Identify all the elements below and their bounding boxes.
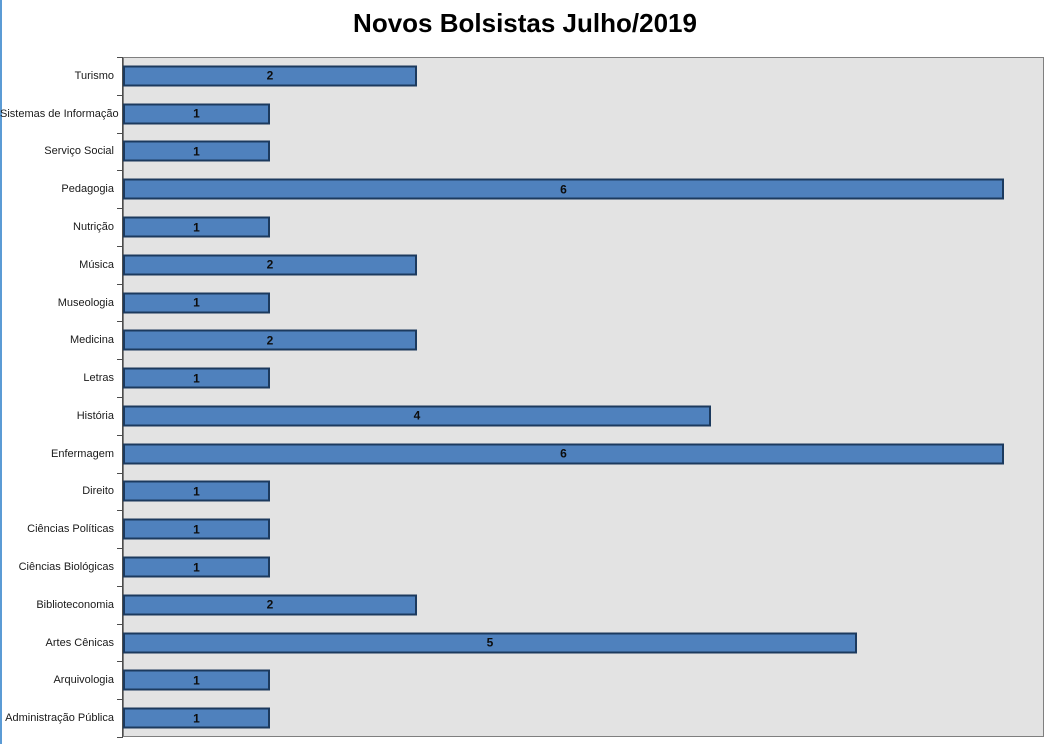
category-label: Museologia (57, 296, 114, 309)
category-label: Sistemas de Informação (0, 107, 119, 120)
bar-value-label: 1 (193, 220, 200, 235)
axis-tick (117, 737, 123, 738)
chart-row: Pedagogia 6 (0, 170, 1044, 208)
chart-row: Administração Pública 1 (0, 699, 1044, 737)
bar-value-label: 1 (193, 560, 200, 575)
axis-tick (117, 548, 123, 549)
bar: 5 (123, 632, 857, 654)
chart-row: Arquivologia 1 (0, 662, 1044, 700)
bar: 2 (123, 594, 417, 616)
category-label: Arquivologia (53, 674, 114, 687)
bar: 6 (123, 178, 1004, 200)
chart-row: História 4 (0, 397, 1044, 435)
chart-row: Enfermagem 6 (0, 435, 1044, 473)
axis-tick (117, 624, 123, 625)
bar: 1 (123, 518, 270, 540)
bar: 1 (123, 480, 270, 502)
axis-tick (117, 586, 123, 587)
chart-row: Museologia 1 (0, 284, 1044, 322)
chart-row: Turismo 2 (0, 57, 1044, 95)
bar-value-label: 6 (560, 446, 567, 461)
category-label: Serviço Social (44, 145, 114, 158)
bar-value-label: 2 (266, 333, 274, 348)
axis-tick (117, 170, 123, 171)
bar: 6 (123, 443, 1004, 465)
bar-value-label: 1 (193, 711, 200, 726)
category-label: Biblioteconomia (36, 598, 114, 611)
category-label: Ciências Biológicas (18, 561, 114, 574)
category-label: Pedagogia (61, 183, 114, 196)
chart-row: Ciências Políticas 1 (0, 510, 1044, 548)
bar-value-label: 1 (193, 522, 200, 537)
axis-tick (117, 435, 123, 436)
chart-row: Artes Cênicas 5 (0, 624, 1044, 662)
bar: 1 (123, 292, 270, 314)
bar-value-label: 1 (193, 144, 200, 159)
bar: 4 (123, 405, 711, 427)
bar-value-label: 4 (413, 408, 421, 423)
category-label: Nutrição (73, 221, 114, 234)
bar-value-label: 1 (193, 106, 200, 121)
chart-row: Direito 1 (0, 473, 1044, 511)
bar: 1 (123, 216, 270, 238)
chart-row: Nutrição 1 (0, 208, 1044, 246)
bar-value-label: 1 (193, 484, 200, 499)
bar: 1 (123, 556, 270, 578)
bar: 1 (123, 103, 270, 125)
bar-value-label: 2 (266, 597, 274, 612)
bar: 2 (123, 254, 417, 276)
category-label: Música (79, 258, 114, 271)
category-label: Enfermagem (51, 447, 114, 460)
plot-area (123, 57, 1044, 737)
bar-value-label: 1 (193, 371, 200, 386)
bar-value-label: 5 (486, 635, 494, 650)
chart-row: Serviço Social 1 (0, 133, 1044, 171)
category-label: Direito (82, 485, 114, 498)
bar: 1 (123, 367, 270, 389)
bar: 1 (123, 140, 270, 162)
bar: 1 (123, 669, 270, 691)
category-label: Medicina (69, 334, 114, 347)
bar-value-label: 1 (193, 673, 200, 688)
bar-rows: Turismo 2 Sistemas de Informação 1 Servi… (0, 57, 1044, 737)
axis-tick (117, 510, 123, 511)
chart-row: Ciências Biológicas 1 (0, 548, 1044, 586)
category-label: Turismo (74, 69, 114, 82)
chart-row: Sistemas de Informação 1 (0, 95, 1044, 133)
category-label: Artes Cênicas (45, 636, 114, 649)
bar-value-label: 1 (193, 295, 200, 310)
bar-value-label: 2 (266, 257, 274, 272)
bar: 1 (123, 707, 270, 729)
chart-row: Música 2 (0, 246, 1044, 284)
axis-tick (117, 321, 123, 322)
axis-tick (117, 699, 123, 700)
category-label: Administração Pública (5, 712, 114, 725)
bar: 2 (123, 329, 417, 351)
bar-value-label: 2 (266, 68, 274, 83)
chart-title: Novos Bolsistas Julho/2019 (353, 8, 697, 38)
axis-tick (117, 397, 123, 398)
bar-value-label: 6 (560, 182, 567, 197)
axis-tick (117, 473, 123, 474)
window-edge-line (0, 0, 2, 744)
axis-tick (117, 95, 123, 96)
chart-row: Medicina 2 (0, 321, 1044, 359)
axis-tick (117, 246, 123, 247)
axis-tick (117, 359, 123, 360)
axis-tick (117, 208, 123, 209)
category-label: Ciências Políticas (27, 523, 114, 536)
axis-tick (117, 284, 123, 285)
chart-row: Letras 1 (0, 359, 1044, 397)
axis-tick (117, 57, 123, 58)
category-label: Letras (83, 372, 114, 385)
bar: 2 (123, 65, 417, 87)
axis-tick (117, 133, 123, 134)
axis-tick (117, 661, 123, 662)
chart-row: Biblioteconomia 2 (0, 586, 1044, 624)
category-label: História (76, 409, 114, 422)
